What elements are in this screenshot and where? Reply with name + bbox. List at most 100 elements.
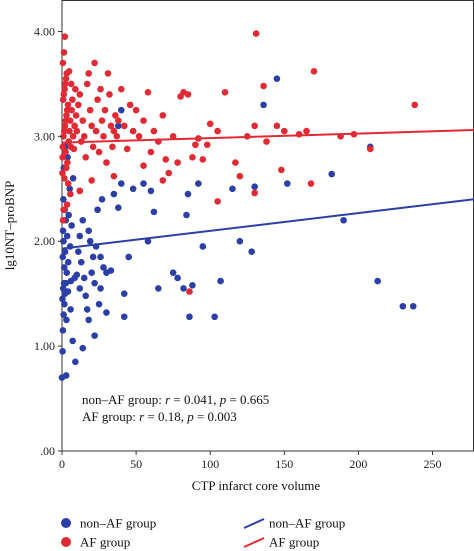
correlation-annotation: non–AF group: r = 0.041, p = 0.665	[82, 392, 269, 407]
data-point-af	[71, 122, 78, 130]
data-point-non-af	[59, 348, 66, 355]
data-point-af	[103, 159, 110, 166]
data-point-non-af	[83, 306, 91, 313]
data-point-af	[184, 91, 192, 98]
data-point-af	[63, 112, 70, 119]
data-point-af	[63, 201, 71, 208]
legend: non–AF group AF group non–AF group AF group	[61, 516, 345, 550]
data-point-af	[65, 68, 73, 75]
data-point-af	[98, 117, 106, 124]
data-point-af	[106, 91, 113, 98]
data-point-af	[76, 91, 84, 98]
data-point-non-af	[79, 216, 87, 224]
data-point-af	[62, 148, 69, 156]
data-point-non-af	[236, 237, 244, 245]
data-point-af	[79, 117, 87, 124]
data-point-non-af	[61, 248, 69, 256]
data-point-af	[109, 143, 116, 151]
data-point-non-af	[199, 243, 207, 250]
data-point-af	[88, 177, 95, 184]
data-point-af	[64, 159, 71, 166]
data-point-af	[310, 68, 318, 75]
data-point-af	[144, 88, 152, 96]
data-point-af	[203, 141, 211, 149]
data-point-af	[80, 133, 88, 140]
data-point-af	[129, 127, 137, 135]
data-point-af	[61, 80, 69, 88]
data-point-non-af	[399, 302, 407, 310]
data-point-af	[147, 148, 155, 156]
data-point-non-af	[129, 185, 137, 193]
data-point-af	[60, 206, 67, 214]
data-point-af	[110, 127, 118, 135]
data-point-non-af	[59, 327, 67, 334]
data-point-af	[59, 154, 66, 161]
data-point-non-af	[328, 170, 336, 178]
data-point-non-af	[72, 358, 79, 366]
data-point-non-af	[117, 180, 125, 187]
data-point-af	[273, 122, 281, 130]
data-point-non-af	[117, 106, 125, 114]
data-point-af	[186, 288, 193, 295]
data-point-af	[64, 101, 72, 109]
data-point-non-af	[76, 232, 84, 240]
data-point-af	[135, 133, 143, 140]
data-point-af	[140, 162, 147, 170]
y-axis-title: lg10NT–proBNP	[2, 181, 17, 271]
y-axis-ticks: .00 1.00 2.00 3.00 4.00	[34, 24, 62, 458]
data-point-non-af	[97, 253, 104, 261]
data-point-non-af	[66, 185, 74, 193]
data-point-non-af	[98, 195, 106, 203]
data-point-af	[126, 101, 134, 109]
data-point-af	[192, 141, 199, 149]
data-point-non-af	[60, 279, 68, 287]
data-point-non-af	[69, 175, 77, 182]
data-point-non-af	[283, 180, 291, 187]
data-point-af	[59, 96, 67, 103]
data-point-non-af	[217, 277, 224, 285]
data-point-non-af	[144, 237, 152, 245]
data-point-af	[165, 169, 173, 177]
data-point-af	[73, 127, 81, 135]
data-point-af	[252, 30, 260, 37]
data-point-af	[150, 127, 158, 135]
legend-line-af	[243, 537, 265, 548]
data-point-af	[214, 127, 221, 135]
data-point-non-af	[77, 258, 85, 266]
data-point-non-af	[147, 187, 155, 195]
data-point-af	[221, 88, 229, 96]
data-point-non-af	[211, 313, 218, 321]
data-point-non-af	[85, 316, 92, 324]
data-point-af	[60, 133, 67, 140]
data-point-non-af	[82, 292, 90, 300]
data-point-af	[68, 106, 75, 114]
data-point-non-af	[63, 316, 70, 324]
data-point-af	[169, 133, 177, 140]
data-point-af	[61, 33, 69, 41]
data-point-af	[214, 198, 221, 205]
data-point-non-af	[79, 344, 87, 352]
legend-label: non–AF group	[269, 516, 345, 531]
data-point-af	[104, 70, 112, 77]
data-point-af	[260, 82, 267, 90]
data-point-af	[60, 127, 68, 135]
data-point-non-af	[59, 253, 67, 261]
data-point-non-af	[107, 267, 115, 274]
data-point-af	[64, 180, 72, 187]
data-point-non-af	[64, 154, 71, 161]
legend-marker-af	[61, 537, 71, 547]
data-point-non-af	[63, 232, 71, 240]
data-point-af	[112, 112, 119, 119]
y-tick-label: 1.00	[34, 339, 55, 353]
data-point-non-af	[195, 180, 202, 187]
data-point-af	[100, 133, 107, 140]
x-axis-title: CTP infarct core volume	[192, 478, 321, 493]
data-point-non-af	[61, 300, 68, 308]
data-point-non-af	[150, 208, 158, 216]
data-point-non-af	[89, 253, 97, 261]
data-point-af	[67, 80, 75, 88]
data-point-non-af	[68, 222, 75, 229]
data-point-non-af	[409, 302, 417, 310]
x-tick-label: 0	[59, 457, 65, 471]
data-point-af	[115, 117, 122, 124]
